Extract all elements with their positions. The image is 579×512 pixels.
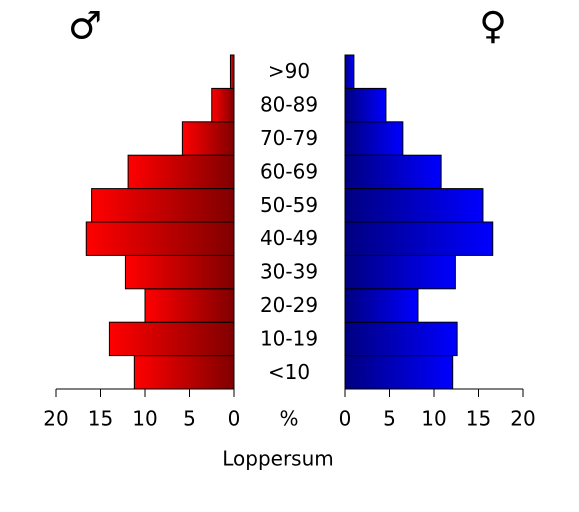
bar: [133, 355, 235, 390]
bar: [344, 54, 355, 89]
category-label: <10: [268, 360, 310, 384]
bar: [344, 288, 419, 323]
bar: [229, 54, 235, 89]
bar: [124, 254, 235, 290]
bar: [344, 355, 454, 390]
x-tick-label: 20: [43, 407, 68, 431]
x-tick-label: 0: [228, 407, 241, 431]
x-tick-label: 15: [88, 407, 113, 431]
bar: [85, 221, 235, 256]
x-tick-label: 5: [183, 407, 196, 431]
x-label: %: [279, 407, 298, 431]
bar: [344, 188, 484, 223]
x-tick-label: 15: [466, 407, 491, 431]
legend-label: ♀: [479, 4, 507, 48]
bar: [91, 188, 235, 223]
category-label: 30-39: [260, 260, 318, 284]
category-label: 50-59: [260, 193, 318, 217]
legend-label: ♂: [68, 4, 102, 48]
bar: [108, 321, 235, 357]
category-label: 70-79: [260, 126, 318, 150]
x-tick-label: 10: [132, 407, 157, 431]
bar: [344, 87, 387, 123]
category-label: 60-69: [260, 159, 318, 183]
bar: [344, 254, 456, 290]
x-tick-label: 0: [339, 407, 352, 431]
bar: [211, 87, 235, 123]
bar: [181, 121, 235, 156]
bar: [144, 288, 235, 323]
bar: [344, 154, 442, 190]
category-label: 10-19: [260, 326, 318, 350]
category-label: 20-29: [260, 293, 318, 317]
chart-title: Loppersum: [222, 447, 334, 471]
bar: [344, 121, 404, 156]
x-tick-label: 20: [510, 407, 535, 431]
category-label: 80-89: [260, 93, 318, 117]
category-label: >90: [268, 59, 310, 83]
bar: [344, 321, 458, 357]
x-tick-label: 10: [421, 407, 446, 431]
bar: [127, 154, 235, 190]
category-label: 40-49: [260, 226, 318, 250]
bar: [344, 221, 494, 256]
x-tick-label: 5: [383, 407, 396, 431]
